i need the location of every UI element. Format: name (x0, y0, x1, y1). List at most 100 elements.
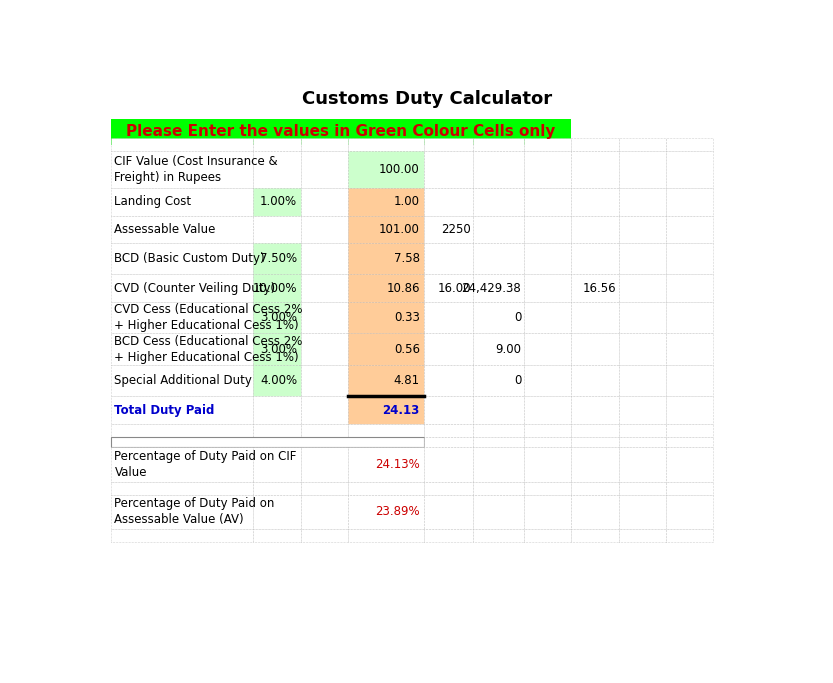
Bar (666, 365, 713, 396)
Text: 100.00: 100.00 (379, 163, 420, 176)
Bar (301, 447, 348, 482)
Text: 16.56: 16.56 (582, 281, 616, 294)
Bar (473, 365, 524, 396)
Bar (473, 529, 524, 542)
Bar (524, 529, 571, 542)
Bar (571, 437, 619, 447)
Bar (571, 447, 619, 482)
Text: 24.13: 24.13 (382, 404, 420, 417)
Bar (473, 333, 524, 365)
Bar (111, 152, 252, 189)
Text: 0: 0 (514, 374, 521, 387)
Bar (524, 138, 571, 152)
Bar (301, 243, 348, 275)
Bar (666, 494, 713, 529)
Bar (666, 152, 713, 189)
Text: 9.00: 9.00 (495, 343, 521, 356)
Bar (571, 529, 619, 542)
Bar (424, 365, 473, 396)
Bar (619, 243, 666, 275)
Bar (111, 482, 252, 494)
Bar (524, 333, 571, 365)
Bar (619, 447, 666, 482)
Bar (473, 423, 524, 437)
Bar (524, 447, 571, 482)
Text: 2250: 2250 (441, 223, 471, 236)
Bar (666, 396, 713, 424)
Bar (301, 365, 348, 396)
Bar (473, 494, 524, 529)
Bar (524, 437, 571, 447)
Bar (348, 138, 424, 152)
Text: Percentage of Duty Paid on
Assessable Value (AV): Percentage of Duty Paid on Assessable Va… (114, 497, 275, 527)
Bar (301, 152, 348, 189)
Bar (111, 529, 252, 542)
Bar (424, 275, 473, 302)
Bar (301, 333, 348, 365)
Bar (524, 275, 571, 302)
Bar (111, 216, 252, 243)
Bar (524, 189, 571, 216)
Text: Please Enter the values in Green Colour Cells only: Please Enter the values in Green Colour … (126, 124, 556, 139)
Bar (111, 494, 252, 529)
Bar (571, 482, 619, 494)
Bar (424, 437, 473, 447)
Bar (619, 494, 666, 529)
Bar (348, 396, 424, 424)
Bar (348, 423, 424, 437)
Bar (252, 275, 301, 302)
Text: Customs Duty Calculator: Customs Duty Calculator (302, 90, 552, 109)
Text: 10.86: 10.86 (387, 281, 420, 294)
Bar (619, 302, 666, 333)
Text: CVD (Counter Veiling Duty): CVD (Counter Veiling Duty) (114, 281, 276, 294)
Bar (619, 423, 666, 437)
Text: 4.00%: 4.00% (260, 374, 297, 387)
Bar (619, 529, 666, 542)
Bar (524, 152, 571, 189)
Bar (348, 482, 424, 494)
Bar (348, 243, 424, 275)
Bar (571, 365, 619, 396)
Bar (666, 333, 713, 365)
Bar (524, 482, 571, 494)
Bar (473, 396, 524, 424)
Text: 3.00%: 3.00% (260, 343, 297, 356)
Bar (571, 216, 619, 243)
Bar (571, 138, 619, 152)
Text: 7.58: 7.58 (394, 252, 420, 265)
Text: 101.00: 101.00 (379, 223, 420, 236)
Bar (666, 437, 713, 447)
Bar (424, 447, 473, 482)
Bar (666, 243, 713, 275)
Bar (348, 333, 424, 365)
Bar (252, 482, 301, 494)
Bar (473, 216, 524, 243)
Bar (111, 437, 424, 447)
Text: Special Additional Duty: Special Additional Duty (114, 374, 252, 387)
Bar (666, 138, 713, 152)
Bar (111, 396, 252, 424)
Text: 0.33: 0.33 (394, 311, 420, 324)
Bar (666, 189, 713, 216)
Bar (524, 365, 571, 396)
Bar (571, 333, 619, 365)
Bar (666, 216, 713, 243)
Bar (619, 138, 666, 152)
Bar (348, 494, 424, 529)
Text: 0: 0 (514, 311, 521, 324)
Bar (424, 482, 473, 494)
Bar (524, 216, 571, 243)
Bar (473, 138, 524, 152)
Bar (111, 447, 252, 482)
Text: 7.50%: 7.50% (260, 252, 297, 265)
Bar (348, 216, 424, 243)
Bar (619, 396, 666, 424)
Bar (252, 365, 301, 396)
Bar (619, 333, 666, 365)
Text: CIF Value (Cost Insurance &
Freight) in Rupees: CIF Value (Cost Insurance & Freight) in … (114, 155, 278, 184)
Bar (619, 437, 666, 447)
Bar (571, 189, 619, 216)
Bar (619, 482, 666, 494)
Bar (473, 302, 524, 333)
Bar (348, 447, 424, 482)
